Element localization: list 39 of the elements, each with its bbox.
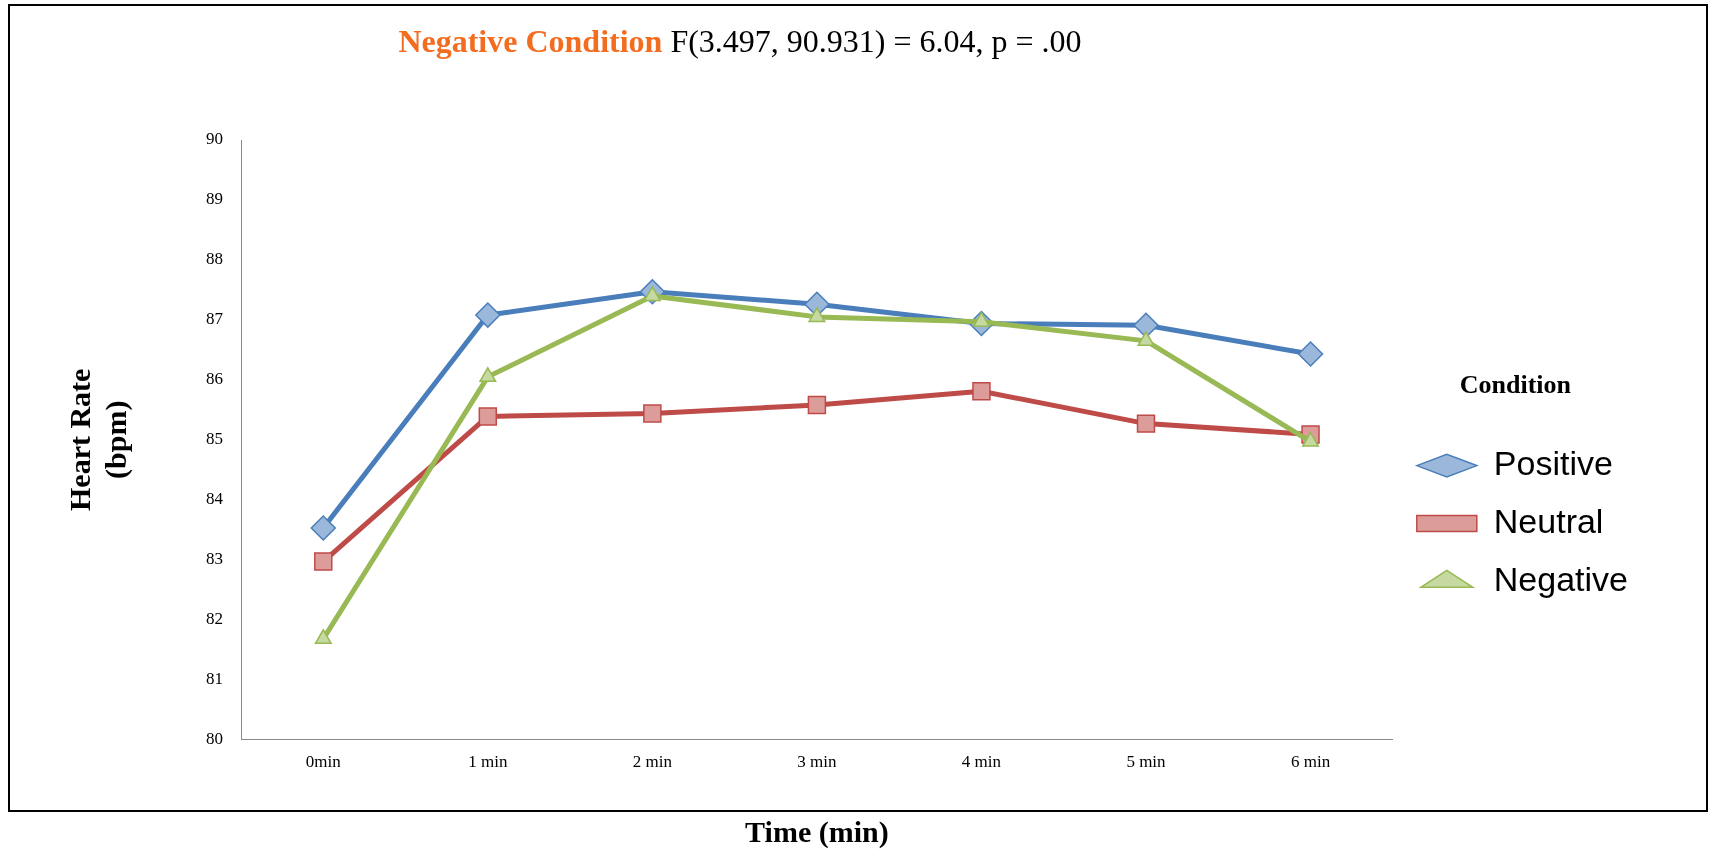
x-tick-label: 5 min — [1126, 752, 1167, 772]
legend-label: Positive — [1493, 443, 1613, 482]
x-tick-label: 4 min — [961, 752, 1002, 772]
point — [807, 395, 827, 415]
y-tick-label: 82 — [206, 609, 223, 629]
point — [475, 302, 501, 328]
y-tick-label: 81 — [206, 669, 223, 689]
y-tick-label: 84 — [206, 489, 224, 509]
chart-subtitle: F(3.497, 90.931) = 6.04, p = .00 — [662, 23, 1082, 59]
point — [479, 367, 497, 383]
legend-title: Condition — [1459, 370, 1572, 400]
x-tick-label: 1 min — [468, 752, 508, 772]
y-tick-label: 80 — [206, 729, 223, 749]
y-tick-label: 88 — [206, 249, 223, 269]
chart-title: Negative Condition — [398, 23, 663, 59]
x-tick-label: 6 min — [1290, 752, 1331, 772]
y-tick-label: 83 — [206, 549, 223, 569]
legend-label: Neutral — [1493, 501, 1604, 540]
x-tick-label: 0min — [305, 752, 342, 772]
point — [643, 404, 662, 423]
point — [1137, 331, 1155, 347]
point — [314, 552, 333, 571]
point — [478, 407, 498, 426]
x-tick-label: 3 min — [797, 752, 837, 772]
point — [972, 382, 991, 401]
y-axis-title: Heart Rate (bpm) — [62, 368, 133, 512]
point — [808, 307, 826, 323]
y-tick-label: 86 — [206, 369, 223, 389]
point — [314, 629, 332, 645]
y-tick-label: 89 — [206, 189, 223, 209]
x-axis-title: Time (min) — [745, 814, 889, 849]
point — [1136, 414, 1156, 433]
x-tick-label: 2 min — [632, 752, 673, 772]
y-tick-label: 90 — [206, 129, 223, 149]
y-tick-label: 85 — [206, 429, 223, 449]
point — [310, 515, 337, 541]
point — [1297, 341, 1324, 367]
legend-label: Negative — [1493, 559, 1629, 598]
y-tick-label: 87 — [206, 309, 224, 329]
